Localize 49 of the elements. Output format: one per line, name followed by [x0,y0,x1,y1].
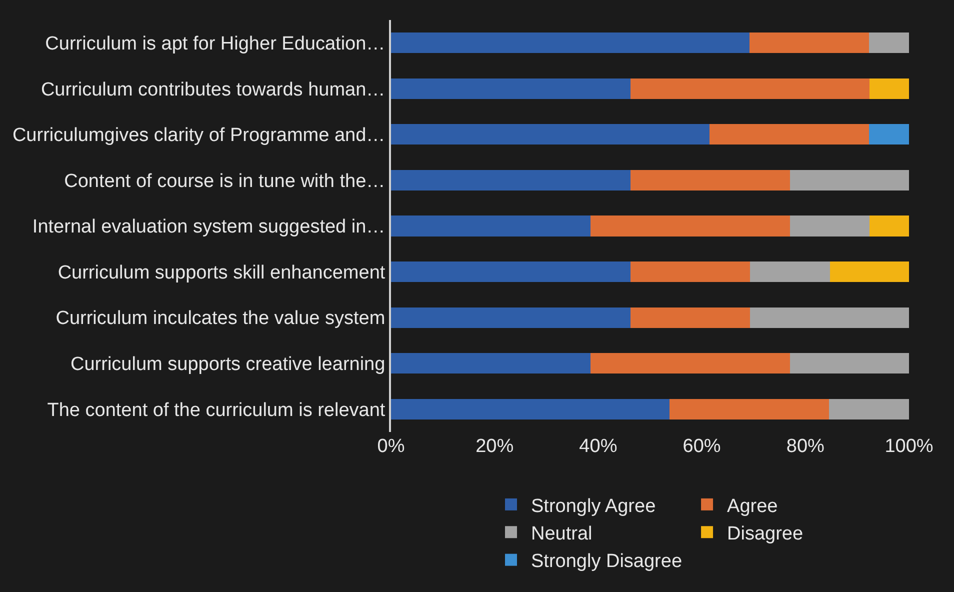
y-tick-label: Curriculum supports skill enhancement [58,262,386,284]
bar [830,261,909,282]
x-tick-label: 20% [476,436,514,457]
y-tick-label: Curriculum inculcates the value system [56,308,386,330]
bar [391,261,630,282]
bar [750,307,909,328]
bar [790,170,909,191]
bar [790,353,909,374]
bar [670,398,830,420]
y-tick-label: Content of course is in tune with the… [64,170,386,192]
bar [869,32,909,54]
bar [391,307,630,328]
x-tick-label: 0% [377,436,405,457]
x-tick-label: 80% [786,436,825,457]
bar [750,261,830,282]
bar [829,398,909,420]
bar [590,216,790,236]
y-tick-label: Curriculum contributes towards human… [40,79,386,100]
y-tick-label: The content of the curriculum is relevant [47,400,386,421]
bar [630,170,790,191]
y-tick-label: Curriculum is apt for Higher Education… [45,34,386,55]
bar [630,78,870,99]
legend-label: Disagree [727,524,804,545]
bar [391,170,630,191]
legend-label: Agree [727,496,778,517]
bar [869,124,909,145]
x-tick-label: 40% [579,436,618,457]
bar [590,353,790,374]
bar [630,307,750,328]
bar [391,216,590,236]
bar [870,78,909,99]
bar [749,32,870,54]
y-tick-label: Curriculumgives clarity of Programme and… [12,125,386,146]
x-tick-label: 100% [884,436,934,457]
bar [391,398,670,420]
bar [391,353,590,374]
legend-label: Strongly Agree [531,496,656,517]
bar [790,216,870,236]
y-tick-label: Internal evaluation system suggested in… [32,216,386,238]
bar [630,261,750,282]
legend-label: Neutral [531,524,592,545]
bar [710,124,870,145]
bar [391,78,630,99]
y-tick-label: Curriculum supports creative learning [70,354,386,375]
bar [391,32,750,54]
bar [391,124,710,145]
x-tick-label: 60% [682,436,721,457]
legend-label: Strongly Disagree [531,551,682,572]
bar [870,216,909,236]
